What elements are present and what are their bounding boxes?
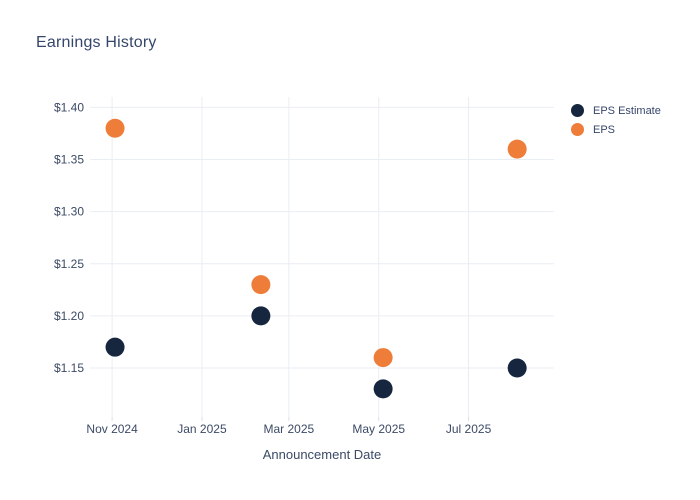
legend-item-eps[interactable]: EPS — [571, 123, 661, 136]
data-point-eps-estimate[interactable] — [251, 306, 271, 326]
data-point-eps-estimate[interactable] — [105, 337, 125, 357]
eps-marker-icon — [571, 123, 584, 136]
chart-title: Earnings History — [36, 34, 157, 51]
data-point-eps[interactable] — [507, 139, 527, 159]
y-tick-label: $1.40 — [54, 100, 84, 114]
y-tick-label: $1.20 — [54, 309, 84, 323]
data-point-eps-estimate[interactable] — [373, 379, 393, 399]
data-point-eps-estimate[interactable] — [507, 358, 527, 378]
legend-label-eps: EPS — [593, 123, 616, 136]
x-tick-label: May 2025 — [352, 422, 405, 436]
y-tick-label: $1.25 — [54, 257, 84, 271]
data-point-eps[interactable] — [251, 275, 271, 295]
legend: EPS Estimate EPS — [571, 104, 661, 136]
y-tick-label: $1.30 — [54, 205, 84, 219]
x-tick-label: Mar 2025 — [264, 422, 315, 436]
x-axis-title: Announcement Date — [262, 447, 382, 462]
data-point-eps[interactable] — [105, 118, 125, 138]
eps-estimate-marker-icon — [571, 104, 584, 117]
legend-label-eps-estimate: EPS Estimate — [593, 104, 661, 117]
x-tick-label: Jan 2025 — [177, 422, 227, 436]
y-tick-label: $1.15 — [54, 361, 84, 375]
data-point-eps[interactable] — [373, 348, 393, 368]
x-tick-label: Nov 2024 — [86, 422, 138, 436]
legend-item-eps-estimate[interactable]: EPS Estimate — [571, 104, 661, 117]
y-tick-label: $1.35 — [54, 153, 84, 167]
x-tick-label: Jul 2025 — [446, 422, 492, 436]
